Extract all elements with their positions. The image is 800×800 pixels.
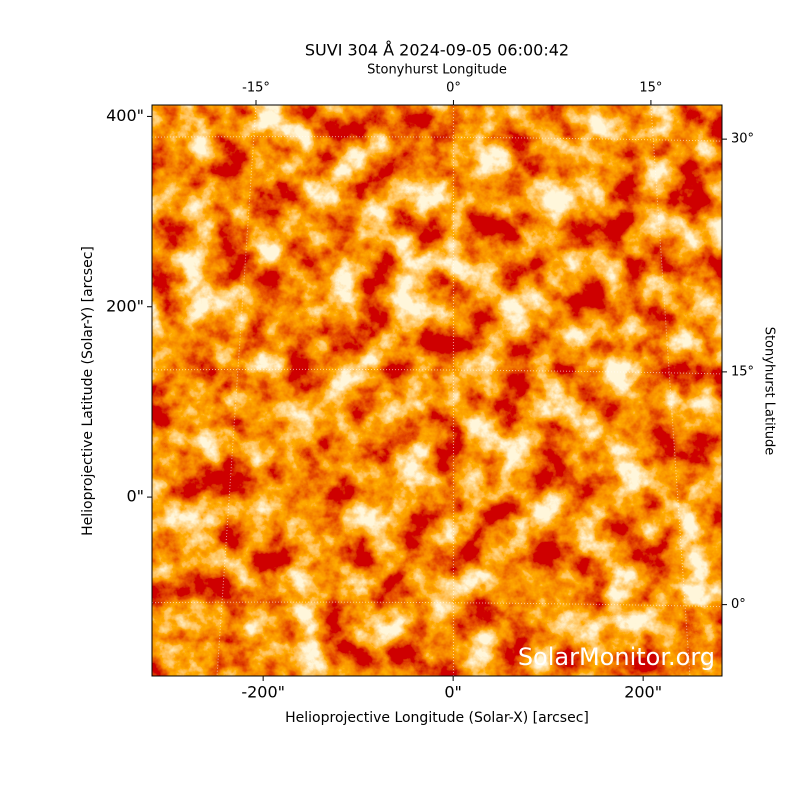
- solar-image: [152, 105, 722, 676]
- grid-line: [152, 601, 722, 608]
- chart-title: SUVI 304 Å 2024-09-05 06:00:42: [305, 41, 569, 60]
- x2-tick-label: 15°: [639, 81, 662, 96]
- y2-axis-label: Stonyhurst Latitude: [762, 327, 777, 456]
- y-axis-label: Helioprojective Latitude (Solar-Y) [arcs…: [80, 246, 96, 536]
- x-tick-label: 0": [444, 683, 462, 702]
- x-tick-label: 200": [624, 683, 662, 702]
- y-tick-label: 200": [106, 296, 144, 315]
- x-tick-label: -200": [241, 683, 285, 702]
- watermark: SolarMonitor.org: [518, 643, 715, 671]
- plot-frame: [151, 104, 723, 677]
- x-axis-label: Helioprojective Longitude (Solar-X) [arc…: [285, 710, 589, 726]
- y2-tick-label: 30°: [731, 132, 754, 147]
- x2-tick-label: -15°: [242, 81, 270, 96]
- x2-axis-label: Stonyhurst Longitude: [367, 63, 507, 78]
- y2-tick-label: 0°: [731, 597, 746, 612]
- x2-tick-label: 0°: [446, 81, 461, 96]
- y-tick-label: 400": [106, 106, 144, 125]
- y2-tick-label: 15°: [731, 364, 754, 379]
- grid-line: [152, 136, 722, 142]
- y-tick-label: 0": [126, 487, 144, 506]
